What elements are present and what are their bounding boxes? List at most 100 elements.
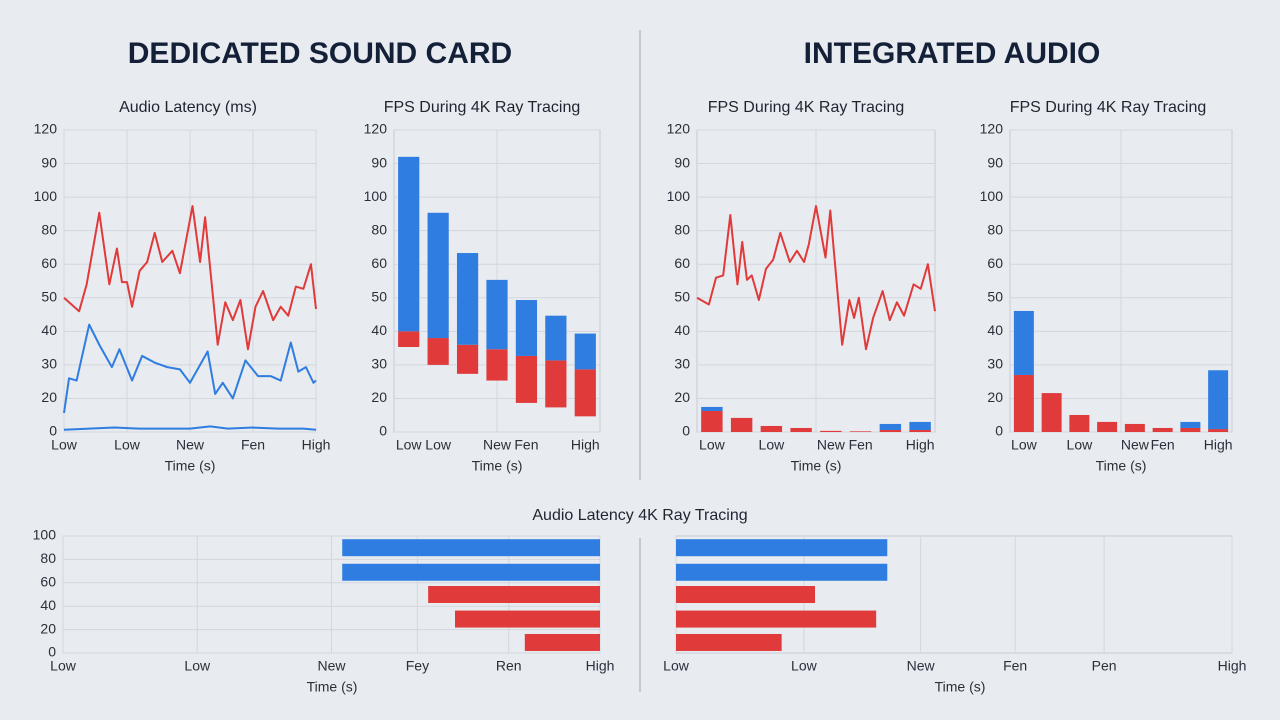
bar-segment — [486, 279, 508, 350]
bar — [676, 563, 888, 581]
x-axis-label: Time (s) — [165, 458, 216, 474]
bar-segment — [574, 333, 596, 370]
y-tick-label: 40 — [41, 322, 57, 338]
y-tick-label: 120 — [34, 121, 58, 137]
x-axis-label: Time (s) — [307, 679, 358, 695]
y-tick-label: 0 — [49, 423, 57, 439]
bar-segment — [1180, 427, 1201, 432]
chart-title: Audio Latency 4K Ray Tracing — [532, 507, 747, 524]
x-tick-label: High — [1218, 658, 1247, 674]
bar-segment — [879, 429, 902, 432]
line — [63, 425, 317, 431]
x-axis-label: Time (s) — [791, 458, 842, 474]
section-heading: INTEGRATED AUDIO — [804, 37, 1101, 70]
y-tick-label: 30 — [41, 356, 57, 372]
y-tick-label: 20 — [371, 389, 387, 405]
bar-segment — [1013, 374, 1034, 432]
y-tick-label: 40 — [674, 322, 690, 338]
bar — [428, 586, 600, 603]
bar-segment — [909, 429, 931, 432]
chart-title: FPS During 4K Ray Tracing — [1010, 99, 1207, 116]
chart-title: FPS During 4K Ray Tracing — [708, 99, 905, 116]
bar-segment — [1097, 421, 1118, 432]
y-tick-label: 90 — [41, 154, 57, 170]
y-tick-label: 30 — [371, 356, 387, 372]
bar-segment — [515, 355, 538, 403]
section-heading: DEDICATED SOUND CARD — [128, 37, 512, 70]
y-tick-label: 60 — [40, 574, 56, 590]
bar-segment — [486, 349, 508, 381]
y-tick-label: 80 — [41, 221, 57, 237]
y-tick-label: 40 — [371, 322, 387, 338]
bar-segment — [879, 423, 902, 430]
x-tick-label: Low — [791, 658, 818, 674]
bar — [455, 610, 600, 628]
bar — [342, 539, 600, 557]
bar-segment — [909, 421, 931, 430]
bar-segment — [427, 338, 449, 365]
bar-segment — [790, 427, 812, 432]
y-tick-label: 80 — [987, 221, 1003, 237]
bar-segment — [456, 253, 479, 345]
y-tick-label: 40 — [987, 322, 1003, 338]
y-tick-label: 20 — [40, 620, 56, 636]
y-tick-label: 90 — [987, 154, 1003, 170]
bar-segment — [730, 417, 753, 432]
y-tick-label: 90 — [674, 154, 690, 170]
bar-segment — [1180, 421, 1201, 428]
x-tick-label: Fen — [1003, 658, 1027, 674]
y-tick-label: 30 — [674, 356, 690, 372]
bar-segment — [1208, 370, 1229, 430]
y-tick-label: 60 — [371, 255, 387, 271]
x-tick-label: New — [176, 437, 205, 453]
bar — [676, 539, 888, 557]
y-tick-label: 100 — [34, 188, 58, 204]
x-tick-label: New — [483, 437, 512, 453]
x-tick-label: Fen — [849, 437, 873, 453]
y-tick-label: 100 — [364, 188, 388, 204]
y-tick-label: 0 — [48, 644, 56, 660]
y-tick-label: 40 — [40, 597, 56, 613]
y-tick-label: 50 — [41, 288, 57, 304]
x-axis-label: Time (s) — [1096, 458, 1147, 474]
y-tick-label: 50 — [371, 288, 387, 304]
y-tick-label: 0 — [682, 423, 690, 439]
y-tick-label: 50 — [674, 288, 690, 304]
bar — [524, 633, 600, 651]
y-tick-label: 80 — [674, 221, 690, 237]
x-tick-label: Low — [114, 437, 141, 453]
bar-segment — [398, 331, 420, 347]
bar — [676, 610, 877, 628]
y-tick-label: 100 — [980, 188, 1004, 204]
x-tick-label: Fen — [514, 437, 538, 453]
bar-segment — [1013, 310, 1034, 375]
x-tick-label: Low — [699, 437, 726, 453]
chart-title: Audio Latency (ms) — [119, 99, 257, 116]
bar-segment — [545, 360, 567, 408]
bar-segment — [427, 212, 449, 339]
x-tick-label: Low — [184, 658, 211, 674]
bar-segment — [515, 300, 538, 356]
line — [696, 205, 936, 351]
y-tick-label: 0 — [379, 423, 387, 439]
x-tick-label: Low — [50, 658, 77, 674]
y-tick-label: 0 — [995, 423, 1003, 439]
bar-segment — [1152, 427, 1173, 432]
line — [63, 323, 317, 414]
bar-segment — [574, 369, 596, 417]
x-tick-label: High — [302, 437, 331, 453]
x-tick-label: Low — [663, 658, 690, 674]
y-tick-label: 120 — [364, 121, 388, 137]
bar-segment — [1041, 393, 1062, 432]
bar-segment — [820, 430, 842, 432]
y-tick-label: 20 — [41, 389, 57, 405]
x-tick-label: High — [571, 437, 600, 453]
y-tick-label: 60 — [41, 255, 57, 271]
x-tick-label: High — [1204, 437, 1233, 453]
bar-segment — [849, 431, 872, 432]
y-tick-label: 50 — [987, 288, 1003, 304]
x-tick-label: Ren — [496, 658, 522, 674]
bar-segment — [701, 406, 723, 411]
x-tick-label: Fen — [241, 437, 265, 453]
